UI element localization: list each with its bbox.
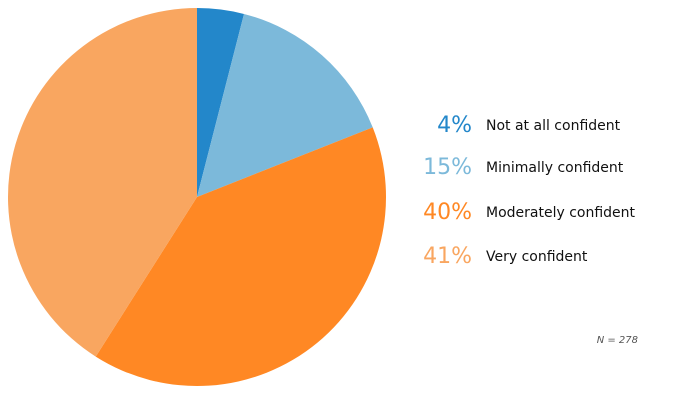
legend-percent-moderately-confident: 40% [423, 200, 472, 225]
legend-percent-very-confident: 41% [423, 244, 472, 269]
legend-label-moderately-confident: Moderately confident [486, 205, 636, 221]
sample-size-note: N = 278 [597, 335, 638, 346]
legend: 4% Not at all confident 15% Minimally confi… [423, 113, 635, 269]
pie-slice-moderately-confident [95, 127, 387, 387]
legend-percent-minimally-confident: 15% [423, 155, 472, 180]
pie-slice-minimally-confident [197, 13, 373, 197]
pie-slice-not-at-all-confident [197, 8, 244, 197]
legend-label-very-confident: Very confident [486, 249, 588, 265]
legend-label-minimally-confident: Minimally confident [486, 160, 624, 176]
pie-slice-very-confident [7, 7, 198, 357]
legend-percent-not-at-all-confident: 4% [437, 113, 472, 138]
pie-slices [7, 7, 387, 387]
legend-label-not-at-all-confident: Not at all confident [486, 118, 621, 134]
